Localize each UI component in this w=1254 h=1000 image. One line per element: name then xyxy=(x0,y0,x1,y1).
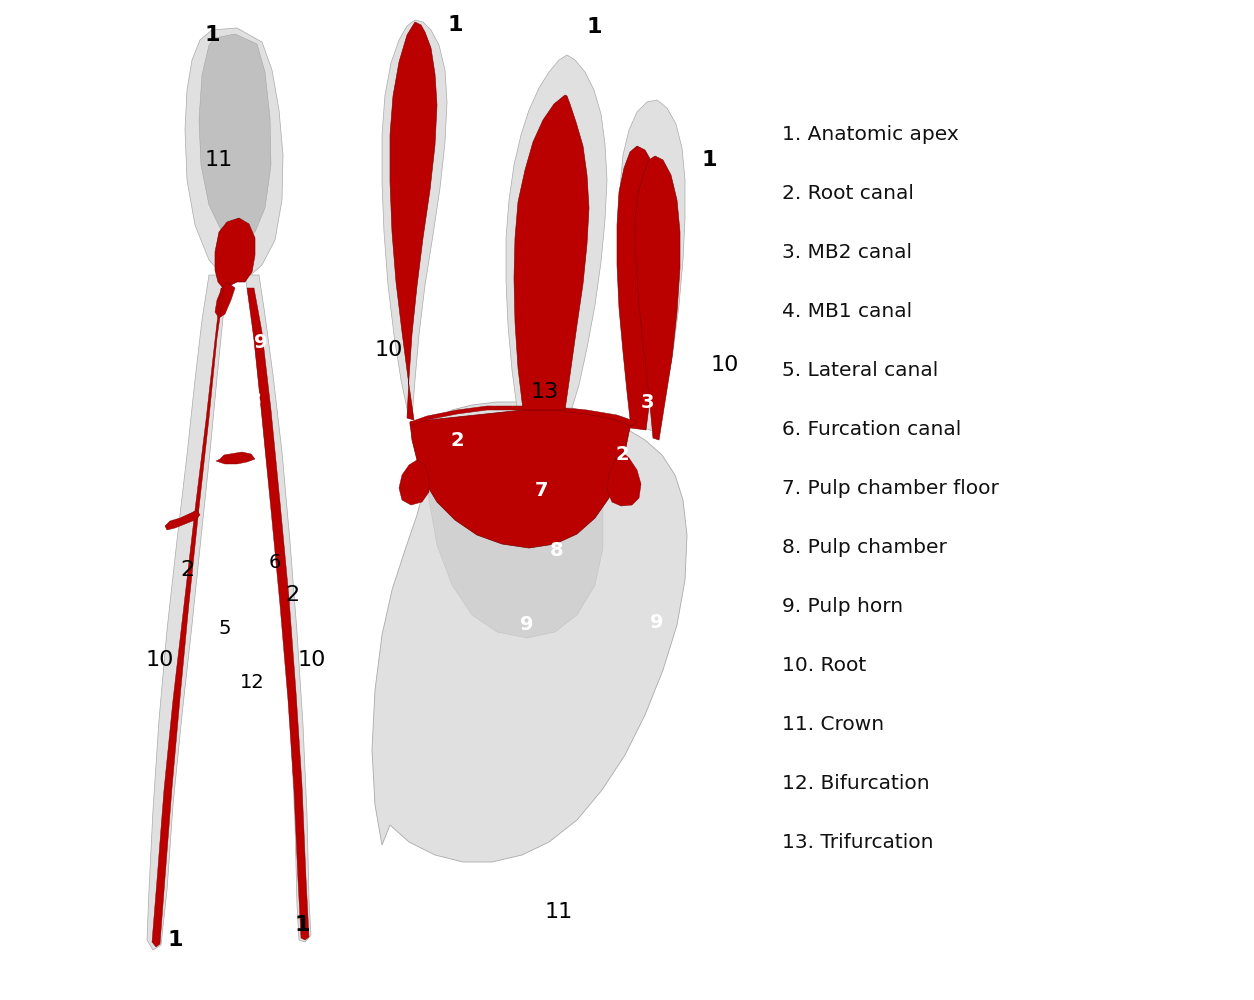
Text: 1: 1 xyxy=(587,17,602,37)
Polygon shape xyxy=(619,100,685,432)
Text: 11: 11 xyxy=(204,150,233,170)
Polygon shape xyxy=(186,28,283,280)
Polygon shape xyxy=(382,20,446,418)
Text: 1: 1 xyxy=(167,930,183,950)
Text: 2: 2 xyxy=(616,446,628,464)
Polygon shape xyxy=(410,410,632,548)
Text: 6: 6 xyxy=(268,552,281,572)
Text: 2: 2 xyxy=(450,430,464,450)
Text: 10: 10 xyxy=(375,340,404,360)
Text: 1: 1 xyxy=(701,150,717,170)
Text: 3: 3 xyxy=(641,392,653,412)
Text: 9: 9 xyxy=(255,332,268,352)
Polygon shape xyxy=(514,95,589,410)
Text: 1. Anatomic apex: 1. Anatomic apex xyxy=(782,125,959,144)
Polygon shape xyxy=(152,288,224,947)
Text: 8: 8 xyxy=(248,390,262,410)
Text: 9: 9 xyxy=(520,615,534,635)
Polygon shape xyxy=(147,275,227,950)
Text: 9: 9 xyxy=(651,612,663,632)
Text: 8. Pulp chamber: 8. Pulp chamber xyxy=(782,538,947,557)
Polygon shape xyxy=(245,275,311,942)
Text: 12: 12 xyxy=(240,672,265,692)
Text: 7. Pulp chamber floor: 7. Pulp chamber floor xyxy=(782,479,999,498)
Polygon shape xyxy=(507,55,607,408)
Text: 10: 10 xyxy=(145,650,174,670)
Polygon shape xyxy=(166,510,199,530)
Text: 10. Root: 10. Root xyxy=(782,656,867,675)
Text: 4: 4 xyxy=(680,476,693,494)
Text: 2. Root canal: 2. Root canal xyxy=(782,184,914,203)
Polygon shape xyxy=(390,22,436,420)
Polygon shape xyxy=(410,406,523,426)
Text: 11: 11 xyxy=(545,902,573,922)
Text: 4. MB1 canal: 4. MB1 canal xyxy=(782,302,912,321)
Text: 13: 13 xyxy=(530,382,559,402)
Text: 1: 1 xyxy=(204,25,219,45)
Text: 11. Crown: 11. Crown xyxy=(782,715,884,734)
Polygon shape xyxy=(635,156,680,440)
Text: 2: 2 xyxy=(179,560,194,580)
Text: 1: 1 xyxy=(448,15,463,35)
Polygon shape xyxy=(617,146,662,430)
Polygon shape xyxy=(566,408,637,426)
Text: 6. Furcation canal: 6. Furcation canal xyxy=(782,420,962,439)
Text: 2: 2 xyxy=(285,585,298,605)
Polygon shape xyxy=(607,452,641,506)
Text: 3. MB2 canal: 3. MB2 canal xyxy=(782,243,912,262)
Polygon shape xyxy=(199,34,271,240)
Text: 5. Lateral canal: 5. Lateral canal xyxy=(782,361,938,380)
Text: 12. Bifurcation: 12. Bifurcation xyxy=(782,774,929,793)
Polygon shape xyxy=(399,460,429,505)
Text: 7: 7 xyxy=(535,481,549,499)
Text: 13. Trifurcation: 13. Trifurcation xyxy=(782,833,933,852)
Polygon shape xyxy=(247,288,308,940)
Text: 10: 10 xyxy=(711,355,739,375)
Text: 10: 10 xyxy=(297,650,326,670)
Polygon shape xyxy=(372,402,687,862)
Polygon shape xyxy=(214,282,234,318)
Text: 5: 5 xyxy=(218,618,231,638)
Polygon shape xyxy=(216,452,255,464)
Polygon shape xyxy=(428,415,603,638)
Text: 1: 1 xyxy=(295,915,310,935)
Polygon shape xyxy=(214,218,255,288)
Text: 9. Pulp horn: 9. Pulp horn xyxy=(782,597,903,616)
Text: 8: 8 xyxy=(551,540,564,560)
